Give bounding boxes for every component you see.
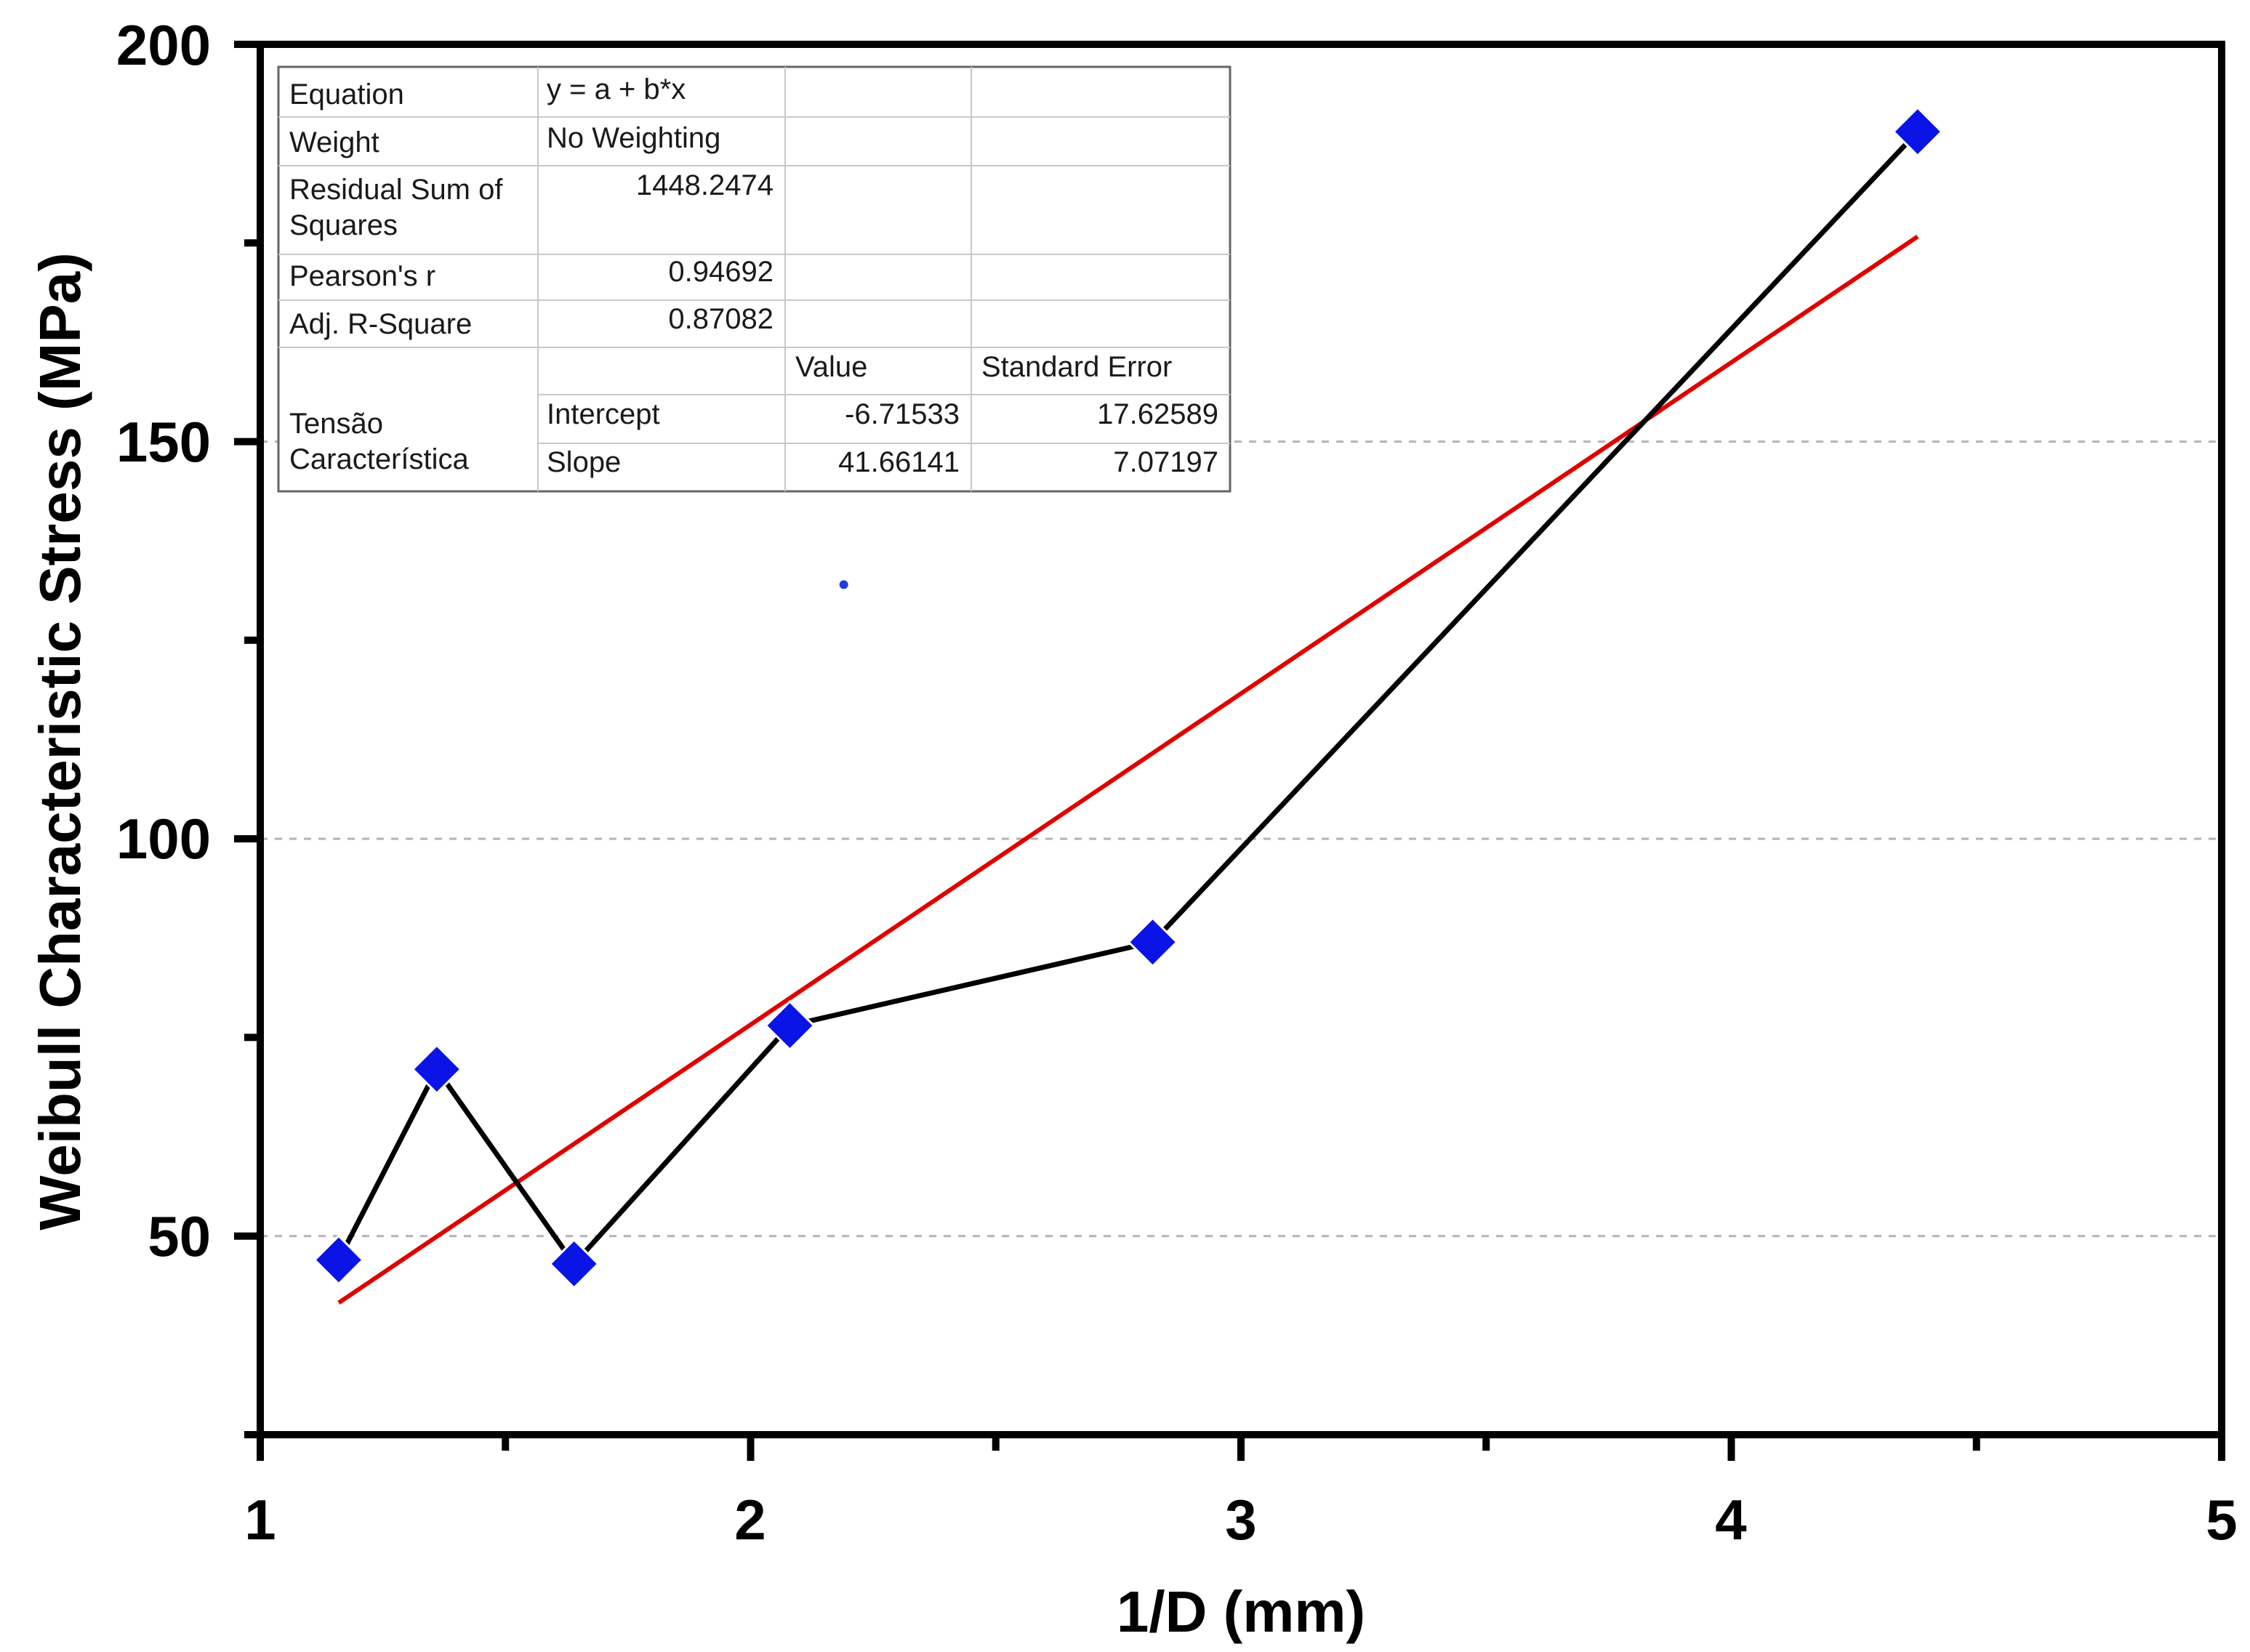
weight-value: No Weighting	[547, 122, 720, 154]
y-tick-label: 150	[116, 410, 211, 474]
equation-label: Equation	[289, 78, 404, 110]
intercept-label: Intercept	[547, 398, 660, 430]
data-series-line	[336, 129, 1920, 1268]
data-point-marker	[313, 1234, 365, 1286]
data-point-marker	[764, 999, 816, 1052]
intercept-error: 17.62589	[1097, 398, 1218, 430]
fit-table-grid	[278, 67, 1230, 491]
y-tick-label: 50	[148, 1204, 211, 1268]
adj-r-square-value: 0.87082	[668, 303, 774, 335]
rss-label-cont: Squares	[289, 209, 398, 241]
x-tick-label: 5	[2206, 1488, 2237, 1552]
fit-statistics-table: Equation y = a + b*x Weight No Weighting…	[277, 65, 1232, 493]
group-label: Tensão	[289, 408, 383, 440]
rss-label: Residual Sum of	[289, 174, 503, 206]
axis-ticks	[234, 41, 2225, 1461]
value-header: Value	[795, 351, 867, 383]
adj-r-square-label: Adj. R-Square	[289, 308, 472, 340]
y-tick-label: 100	[116, 807, 211, 871]
y-axis-title: Weibull Characteristic Stress (MPa)	[28, 252, 92, 1230]
y-tick-label: 200	[116, 13, 211, 77]
equation-value: y = a + b*x	[547, 73, 686, 105]
series-layer	[313, 106, 1943, 1305]
pearson-value: 0.94692	[668, 256, 774, 288]
x-tick-label: 4	[1715, 1488, 1746, 1552]
x-tick-label: 2	[734, 1488, 766, 1552]
fit-table-border	[277, 65, 1232, 493]
data-point-marker	[1127, 916, 1178, 968]
slope-error: 7.07197	[1113, 446, 1218, 478]
x-tick-label: 3	[1225, 1488, 1256, 1552]
group-label-cont: Característica	[289, 443, 469, 475]
data-point-marker	[548, 1238, 600, 1290]
pearson-label: Pearson's r	[289, 260, 435, 292]
data-point-marker	[1892, 106, 1943, 158]
x-tick-labels: 1 2 3 4 5	[244, 1488, 2237, 1552]
x-axis-title: 1/D (mm)	[1117, 1579, 1365, 1644]
data-point-marker	[411, 1044, 462, 1095]
standard-error-header: Standard Error	[981, 351, 1172, 383]
slope-value: 41.66141	[838, 446, 960, 478]
slope-label: Slope	[547, 446, 621, 478]
weight-label: Weight	[289, 126, 379, 158]
fit-line	[337, 235, 1919, 1305]
intercept-value: -6.71533	[845, 398, 960, 430]
x-tick-label: 1	[244, 1488, 276, 1552]
stray-data-dot	[839, 580, 848, 589]
rss-value: 1448.2474	[636, 169, 774, 201]
y-tick-labels: 50 100 150 200	[116, 13, 211, 1268]
